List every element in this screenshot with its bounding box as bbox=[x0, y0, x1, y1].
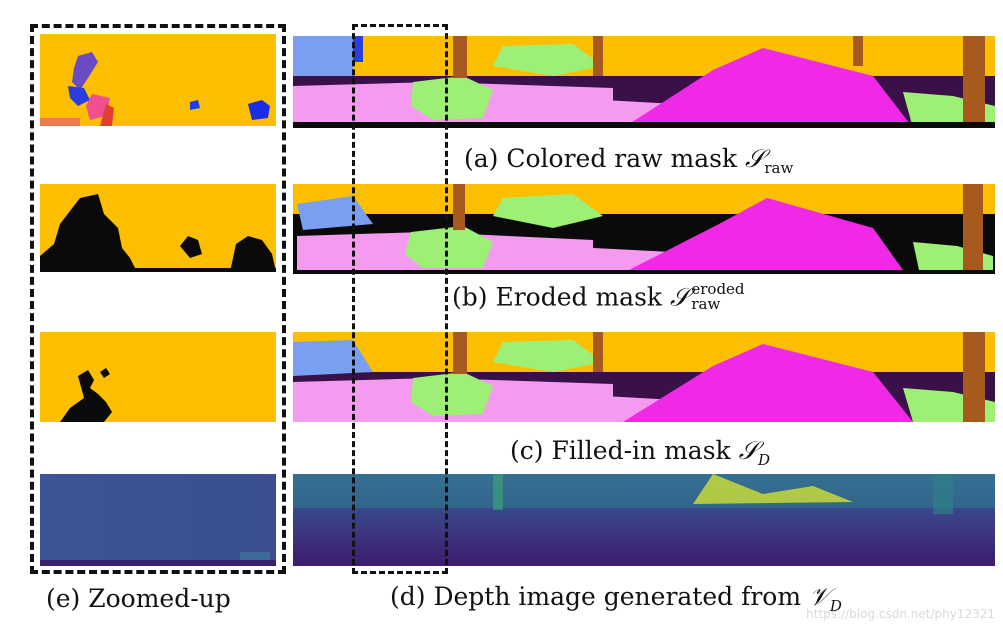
zoom-region-outline-left bbox=[30, 24, 286, 574]
caption-d-text: (d) Depth image generated from bbox=[390, 582, 809, 611]
depth-panel bbox=[293, 474, 995, 566]
caption-a-subscript: raw bbox=[764, 159, 794, 177]
filled-mask-panel bbox=[293, 332, 995, 422]
zoom-panel-d bbox=[40, 474, 276, 566]
zoom-panel-c bbox=[40, 332, 276, 422]
caption-d-subscript: D bbox=[829, 597, 842, 615]
zoom-panel-a bbox=[40, 34, 276, 126]
raw-mask-image bbox=[293, 36, 995, 128]
depth-image bbox=[293, 474, 995, 566]
zoom-filled-mask-image bbox=[40, 332, 276, 422]
zoom-raw-mask-image bbox=[40, 34, 276, 126]
zoom-eroded-mask-image bbox=[40, 184, 276, 272]
caption-c-symbol: 𝒮 bbox=[738, 436, 758, 465]
caption-b-symbol: 𝒮 bbox=[670, 282, 690, 312]
zoom-panel-b bbox=[40, 184, 276, 272]
caption-e: (e) Zoomed-up bbox=[46, 584, 231, 613]
raw-mask-panel bbox=[293, 36, 995, 128]
caption-c-subscript: D bbox=[757, 451, 771, 469]
watermark-text: https://blog.csdn.net/phy12321 bbox=[806, 607, 995, 621]
caption-b-superscript: eroded bbox=[691, 280, 745, 298]
caption-d: (d) Depth image generated from 𝒱D bbox=[390, 584, 842, 614]
caption-c: (c) Filled-in mask 𝒮D bbox=[510, 438, 770, 468]
zoom-region-outline-right bbox=[352, 24, 448, 574]
zoom-depth-image bbox=[40, 474, 276, 566]
caption-d-symbol: 𝒱 bbox=[809, 582, 830, 611]
caption-a-text: (a) Colored raw mask bbox=[464, 144, 746, 173]
caption-b-text: (b) Eroded mask bbox=[452, 282, 670, 312]
caption-c-text: (c) Filled-in mask bbox=[510, 436, 739, 465]
filled-mask-image bbox=[293, 332, 995, 422]
caption-a: (a) Colored raw mask 𝒮raw bbox=[464, 146, 793, 176]
caption-a-symbol: 𝒮 bbox=[745, 144, 765, 173]
caption-b-subscript: raw bbox=[691, 295, 721, 313]
